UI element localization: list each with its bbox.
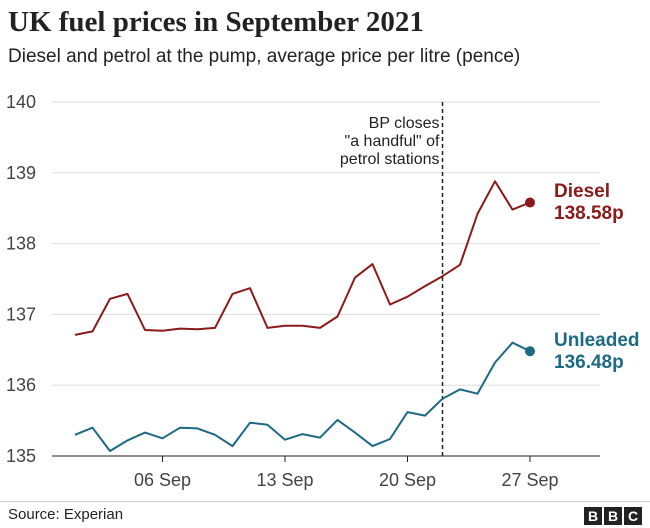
x-tick-label: 20 Sep [379, 470, 436, 490]
source-note: Source: Experian [8, 506, 124, 523]
y-tick-label: 140 [6, 92, 36, 112]
x-tick-label: 06 Sep [134, 470, 191, 490]
y-tick-label: 139 [6, 163, 36, 183]
unleaded-end-marker [525, 346, 535, 357]
line-chart: 135 136 137 138 139 140 06 Sep 13 Sep 20 Sep 27 S… [6, 92, 640, 490]
footer-divider [0, 501, 650, 502]
bbc-logo-block-2: B [604, 507, 622, 525]
x-tick-label: 13 Sep [256, 470, 313, 490]
bbc-logo-block-1: B [584, 507, 602, 525]
unleaded-end-value: 136.48p [554, 352, 624, 373]
diesel-series-label: Diesel [554, 181, 610, 202]
y-tick-label: 137 [6, 304, 36, 324]
bbc-logo: B B C [584, 507, 642, 525]
y-tick-label: 138 [6, 234, 36, 254]
annotation-text: "a handful" of [345, 133, 441, 150]
bbc-logo-block-3: C [624, 507, 642, 525]
x-tick-label: 27 Sep [501, 470, 558, 490]
y-tick-label: 135 [6, 446, 36, 466]
chart-subtitle: Diesel and petrol at the pump, average p… [8, 46, 521, 67]
y-tick-label: 136 [6, 375, 36, 395]
diesel-end-value: 138.58p [554, 203, 624, 224]
diesel-series-line [74, 180, 531, 336]
unleaded-series-label: Unleaded [554, 330, 640, 351]
annotation-text: BP closes [369, 115, 440, 132]
chart-title: UK fuel prices in September 2021 [8, 6, 424, 38]
diesel-end-marker [525, 197, 535, 208]
unleaded-series-line [74, 341, 531, 452]
annotation-text: petrol stations [340, 151, 440, 168]
